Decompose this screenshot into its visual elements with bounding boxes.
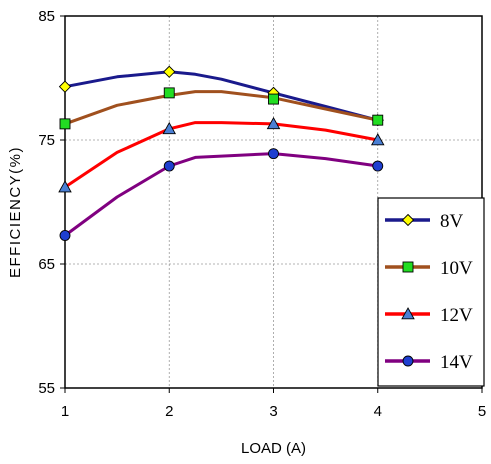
x-tick-label: 1	[61, 403, 69, 420]
series-line	[63, 152, 380, 237]
data-point	[59, 118, 71, 130]
data-point	[162, 121, 177, 135]
legend-marker	[401, 213, 415, 227]
data-point	[163, 160, 175, 172]
x-axis-label: LOAD (A)	[241, 440, 306, 457]
series-8V	[58, 65, 384, 127]
legend-marker	[401, 307, 415, 320]
legend-box	[377, 197, 485, 387]
legend-label: 14V	[440, 352, 473, 373]
x-tick-label: 5	[478, 403, 486, 420]
legend-label: 8V	[440, 211, 464, 232]
legend-marker	[402, 261, 414, 273]
data-point	[268, 148, 279, 160]
legend-label: 10V	[440, 258, 473, 279]
series-line	[63, 121, 380, 189]
data-point	[372, 114, 384, 126]
series-layer	[58, 65, 385, 241]
x-tick-label: 3	[269, 403, 277, 420]
series-line	[63, 90, 380, 126]
data-point	[163, 87, 175, 99]
series-14V	[59, 148, 384, 241]
y-tick-label: 55	[38, 380, 55, 397]
legend: 8V 10V 12V 14V	[377, 197, 485, 387]
data-point	[59, 230, 71, 241]
y-tick-label: 75	[38, 132, 55, 149]
data-point	[266, 116, 281, 130]
x-tick-label: 4	[374, 403, 382, 420]
legend-label: 12V	[440, 305, 473, 326]
data-point	[268, 93, 279, 105]
data-point	[58, 180, 72, 193]
y-tick-label: 65	[38, 256, 55, 273]
data-point	[370, 133, 385, 146]
legend-item: 10V	[385, 258, 473, 279]
legend-marker	[402, 355, 414, 367]
legend-item: 12V	[385, 305, 473, 326]
y-axis-label: EFFICIENCY(%)	[7, 146, 24, 278]
series-line	[63, 70, 380, 122]
data-point	[163, 65, 176, 78]
series-12V	[58, 116, 385, 193]
legend-item: 8V	[385, 211, 464, 232]
y-tick-label: 85	[38, 8, 55, 25]
series-10V	[59, 87, 384, 130]
x-tick-label: 2	[165, 403, 173, 420]
legend-item: 14V	[385, 352, 473, 373]
data-point	[58, 80, 72, 93]
data-point	[372, 160, 384, 172]
